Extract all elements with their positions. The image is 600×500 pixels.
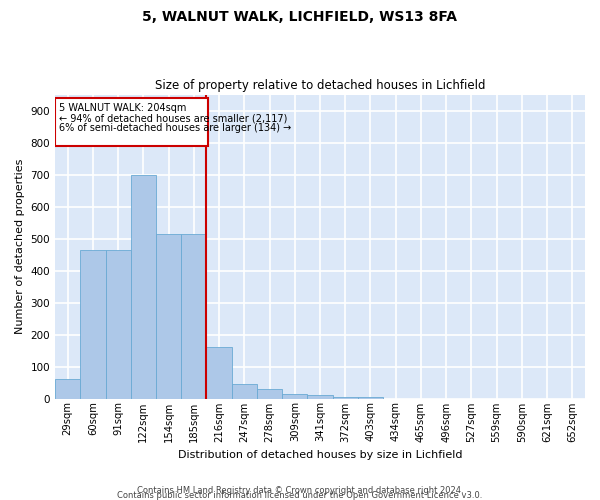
Bar — [332, 397, 358, 398]
Text: ← 94% of detached houses are smaller (2,117): ← 94% of detached houses are smaller (2,… — [59, 114, 287, 124]
Text: 5, WALNUT WALK, LICHFIELD, WS13 8FA: 5, WALNUT WALK, LICHFIELD, WS13 8FA — [143, 10, 458, 24]
Text: Contains public sector information licensed under the Open Government Licence v3: Contains public sector information licen… — [118, 491, 482, 500]
Bar — [131, 174, 156, 398]
Text: 5 WALNUT WALK: 204sqm: 5 WALNUT WALK: 204sqm — [59, 102, 186, 113]
Text: 6% of semi-detached houses are larger (134) →: 6% of semi-detached houses are larger (1… — [59, 124, 291, 134]
Bar — [282, 394, 307, 398]
Bar — [106, 250, 131, 398]
Bar — [358, 397, 383, 398]
Bar — [181, 234, 206, 398]
X-axis label: Distribution of detached houses by size in Lichfield: Distribution of detached houses by size … — [178, 450, 462, 460]
Bar — [232, 384, 257, 398]
FancyBboxPatch shape — [55, 98, 208, 146]
Bar — [156, 234, 181, 398]
Text: Contains HM Land Registry data © Crown copyright and database right 2024.: Contains HM Land Registry data © Crown c… — [137, 486, 463, 495]
Bar — [206, 348, 232, 399]
Y-axis label: Number of detached properties: Number of detached properties — [15, 159, 25, 334]
Title: Size of property relative to detached houses in Lichfield: Size of property relative to detached ho… — [155, 79, 485, 92]
Bar — [307, 396, 332, 398]
Bar — [55, 380, 80, 398]
Bar — [257, 389, 282, 398]
Bar — [80, 250, 106, 398]
